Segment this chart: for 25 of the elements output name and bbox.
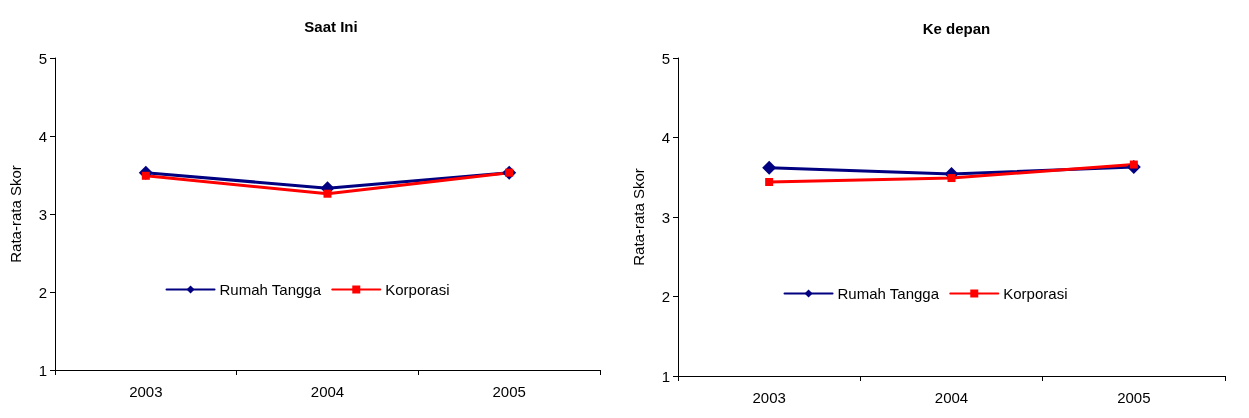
x-tick-label: 2004 xyxy=(310,383,345,400)
y-tick-label: 1 xyxy=(661,367,670,385)
y-tick-label: 3 xyxy=(38,205,47,223)
y-tick-label: 4 xyxy=(661,129,670,146)
y-tick-label: 1 xyxy=(38,361,47,379)
legend-label: Korporasi xyxy=(385,281,450,298)
x-tick-label: 2003 xyxy=(129,383,163,400)
x-tick-label: 2005 xyxy=(1117,389,1151,406)
x-tick-label: 2004 xyxy=(934,389,969,406)
legend-label: Korporasi xyxy=(1003,285,1068,302)
y-tick-label: 2 xyxy=(38,283,47,301)
x-tick-label: 2005 xyxy=(492,383,526,400)
chart-title: Saat Ini xyxy=(304,18,358,35)
x-tick-label: 2003 xyxy=(752,389,786,406)
y-tick-label: 5 xyxy=(38,49,47,67)
y-tick-label: 5 xyxy=(661,49,670,67)
y-tick-label: 4 xyxy=(38,127,47,145)
legend-label: Rumah Tangga xyxy=(219,281,322,298)
y-axis-title: Rata-rata Skor xyxy=(7,165,24,263)
legend-label: Rumah Tangga xyxy=(837,285,940,302)
y-tick-label: 3 xyxy=(661,208,670,226)
y-axis-title: Rata-rata Skor xyxy=(630,168,647,266)
point xyxy=(323,189,332,198)
y-tick-label: 2 xyxy=(661,288,670,305)
chart-title: Ke depan xyxy=(922,20,991,37)
